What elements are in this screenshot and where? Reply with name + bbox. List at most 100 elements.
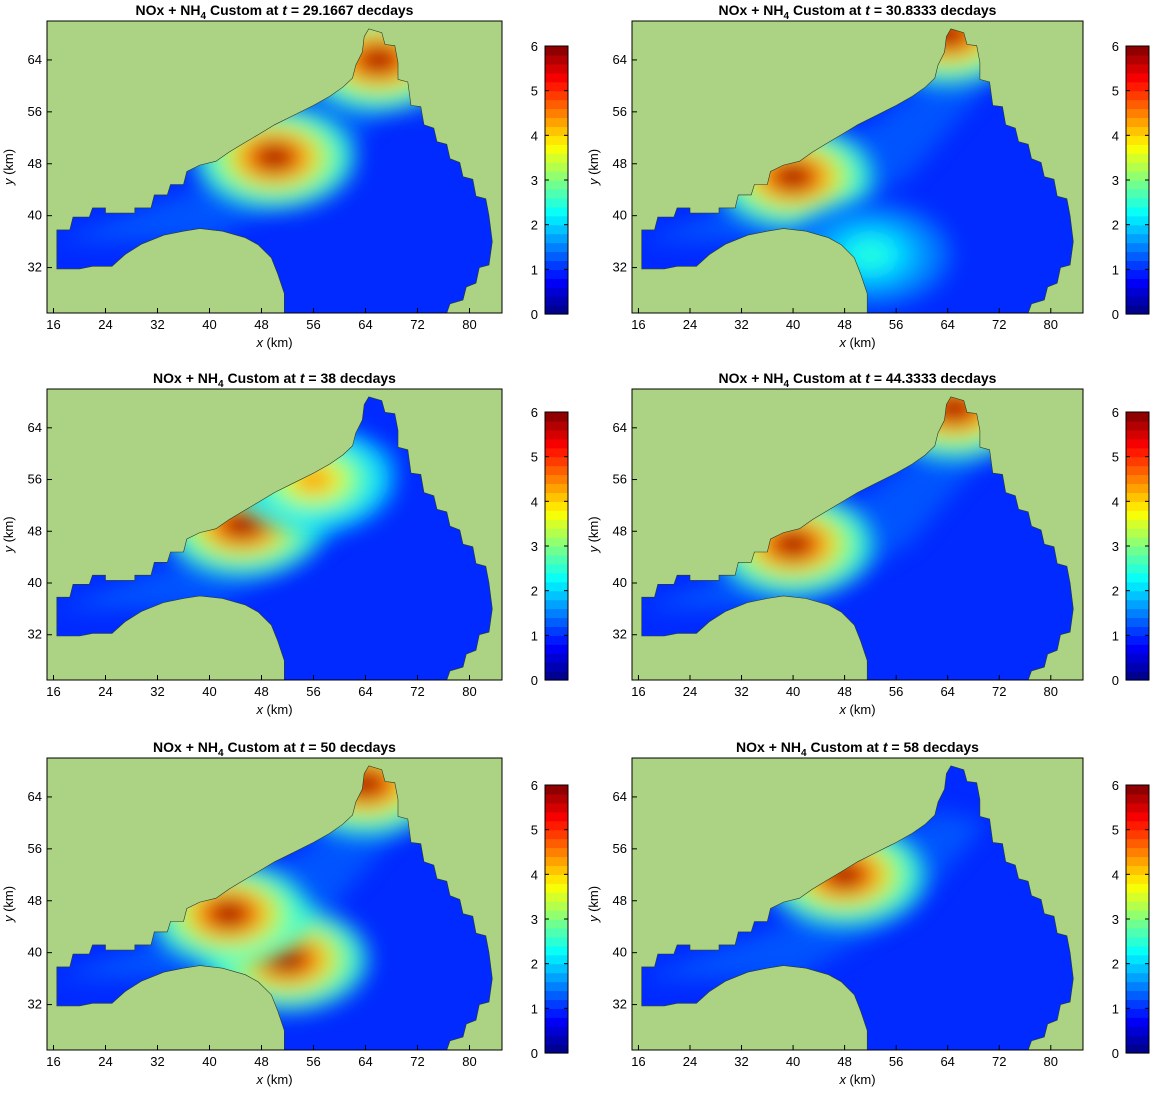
colorbar-band [1126, 144, 1149, 154]
water-shading [641, 440, 987, 609]
colorbar-band [545, 626, 568, 636]
colorbar-band [545, 429, 568, 440]
colorbar-band [545, 563, 568, 574]
y-tick-label: 40 [28, 208, 42, 223]
colorbar: 0 1 2 3 4 5 6 [531, 778, 569, 1061]
x-tick-label: 16 [46, 1054, 60, 1069]
colorbar: 0 1 2 3 4 5 6 [1112, 39, 1150, 322]
colorbar-band [545, 510, 568, 520]
y-tick-label: 56 [28, 104, 42, 119]
y-tick-label: 40 [613, 208, 627, 223]
y-tick-label: 56 [28, 472, 42, 487]
colorbar-tick-label: 6 [1112, 778, 1119, 793]
colorbar-band [1126, 287, 1149, 297]
colorbar-tick-label: 3 [1112, 173, 1119, 188]
x-tick-label: 32 [734, 317, 748, 332]
colorbar-band [1126, 233, 1149, 244]
colorbar-band [1126, 54, 1149, 65]
colorbar-band [545, 1026, 568, 1036]
x-tick-label: 16 [46, 317, 60, 332]
x-tick-label: 40 [202, 1054, 216, 1069]
x-tick-label: 48 [837, 684, 851, 699]
colorbar-tick-label: 6 [1112, 39, 1119, 54]
colorbar-tick-label: 2 [531, 218, 538, 233]
x-tick-label: 32 [150, 1054, 164, 1069]
x-tick-label: 24 [683, 1054, 697, 1069]
colorbar-band [545, 420, 568, 431]
colorbar-band [1126, 412, 1149, 422]
colorbar-band [545, 662, 568, 672]
colorbar: 0 1 2 3 4 5 6 [531, 39, 569, 322]
x-tick-label: 16 [631, 1054, 645, 1069]
colorbar-band [545, 153, 568, 163]
colorbar-band [545, 945, 568, 956]
colorbar-band [545, 671, 568, 681]
y-axis-label: y (km) [1, 516, 16, 553]
colorbar-band [545, 117, 568, 127]
colorbar-band [1126, 188, 1149, 199]
x-tick-label: 48 [254, 1054, 268, 1069]
colorbar-band [545, 936, 568, 947]
colorbar-band [1126, 537, 1149, 547]
colorbar-band [1126, 883, 1149, 893]
x-tick-label: 80 [1044, 1054, 1058, 1069]
colorbar-band [1126, 936, 1149, 947]
colorbar-band [545, 278, 568, 288]
panel-title: NOx + NH4 Custom at t = 30.8333 decdays [719, 2, 997, 22]
colorbar-band [545, 162, 568, 172]
x-tick-label: 48 [837, 1054, 851, 1069]
colorbar-band [545, 474, 568, 485]
colorbar-band [545, 910, 568, 920]
y-tick-label: 48 [28, 893, 42, 908]
coastline [641, 765, 1074, 1051]
y-tick-label: 56 [613, 841, 627, 856]
colorbar-band [545, 135, 568, 145]
colorbar-band [1126, 865, 1149, 875]
x-axis-label: x (km) [255, 702, 292, 717]
colorbar-tick-label: 0 [531, 1046, 538, 1061]
colorbar-band [1126, 305, 1149, 315]
colorbar-band [545, 883, 568, 893]
colorbar-band [545, 1044, 568, 1054]
x-tick-label: 64 [940, 1054, 954, 1069]
colorbar-band [1126, 447, 1149, 458]
colorbar-band [545, 108, 568, 119]
colorbar-band [1126, 847, 1149, 858]
colorbar-band [1126, 242, 1149, 253]
colorbar-band [545, 99, 568, 110]
y-axis-label: y (km) [586, 886, 601, 923]
colorbar-tick-label: 6 [1112, 405, 1119, 420]
colorbar: 0 1 2 3 4 5 6 [1112, 778, 1150, 1061]
x-tick-label: 48 [254, 317, 268, 332]
colorbar-tick-label: 5 [1112, 823, 1119, 838]
colorbar-band [545, 447, 568, 458]
x-tick-label: 80 [462, 317, 476, 332]
coastline [56, 396, 493, 681]
y-tick-label: 40 [613, 575, 627, 590]
colorbar-band [545, 492, 568, 502]
y-tick-label: 32 [613, 997, 627, 1012]
colorbar-band [1126, 162, 1149, 172]
x-tick-label: 48 [254, 684, 268, 699]
colorbar-band [545, 144, 568, 154]
panel-title: NOx + NH4 Custom at t = 38 decdays [153, 370, 396, 390]
colorbar-band [545, 287, 568, 297]
colorbar-tick-label: 1 [531, 628, 538, 643]
colorbar-band [1126, 644, 1149, 654]
colorbar-tick-label: 4 [1112, 867, 1119, 882]
y-tick-label: 64 [28, 52, 42, 67]
y-tick-label: 48 [28, 523, 42, 538]
x-tick-label: 16 [631, 317, 645, 332]
colorbar-band [545, 188, 568, 199]
x-tick-label: 56 [306, 317, 320, 332]
x-tick-label: 56 [889, 317, 903, 332]
colorbar-band [545, 81, 568, 92]
y-tick-label: 64 [28, 420, 42, 435]
colorbar-band [1126, 563, 1149, 574]
colorbar-band [545, 46, 568, 56]
panel-title: NOx + NH4 Custom at t = 44.3333 decdays [719, 370, 997, 390]
colorbar-tick-label: 3 [531, 539, 538, 554]
colorbar-band [545, 1017, 568, 1027]
colorbar-band [1126, 180, 1149, 190]
water-shading [56, 809, 405, 979]
